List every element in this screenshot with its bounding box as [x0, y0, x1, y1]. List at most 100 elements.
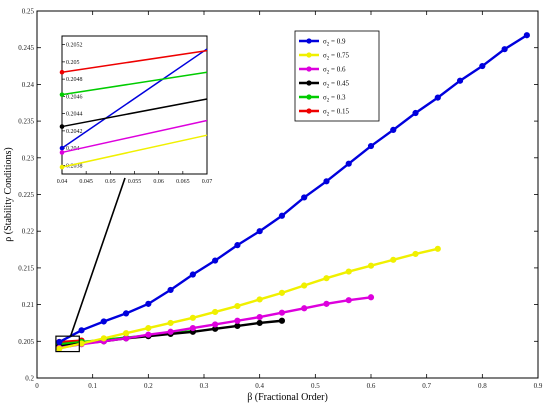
data-point — [345, 268, 352, 275]
data-point — [256, 313, 263, 321]
data-point — [367, 262, 375, 269]
data-point — [456, 77, 464, 84]
inset-data-point — [59, 164, 65, 170]
data-point — [234, 242, 241, 249]
data-point — [412, 109, 419, 117]
data-point — [234, 322, 241, 329]
inset-y-tick-label: 0.2052 — [66, 43, 83, 49]
data-point — [100, 318, 107, 325]
y-axis-label: ρ (Stability Conditions) — [3, 147, 14, 241]
y-tick-label: 0.2 — [25, 375, 34, 383]
inset-x-tick-label: 0.065 — [176, 179, 190, 185]
inset-series-line — [61, 98, 208, 128]
y-tick-label: 0.23 — [22, 154, 35, 162]
data-point — [278, 289, 286, 296]
inset-data-point — [59, 69, 65, 75]
y-tick-label: 0.24 — [22, 81, 35, 89]
series-line — [58, 34, 528, 344]
data-point — [301, 194, 308, 201]
data-point — [122, 310, 130, 317]
data-point — [390, 126, 397, 134]
data-point — [145, 300, 152, 307]
inset-x-tick-label: 0.06 — [153, 179, 164, 185]
legend-marker — [306, 108, 312, 114]
inset-series-line — [61, 134, 208, 168]
data-point — [367, 294, 375, 301]
data-point — [434, 94, 441, 101]
inset-series-line — [61, 71, 208, 96]
legend-box — [294, 30, 380, 122]
zoom-connector — [69, 177, 126, 337]
data-point — [323, 275, 330, 282]
legend-label: σ2 = 0.75 — [323, 52, 349, 62]
data-point — [78, 327, 85, 334]
data-point — [256, 228, 263, 235]
x-axis-label: β (Fractional Order) — [247, 392, 328, 403]
data-point — [167, 328, 174, 335]
inset-x-tick-label: 0.055 — [128, 179, 142, 185]
data-point — [145, 331, 152, 338]
inset-series-line — [61, 48, 208, 149]
inset-data-point — [59, 150, 65, 155]
inset-x-tick-label: 0.045 — [79, 179, 93, 185]
x-tick-label: 0 — [35, 382, 39, 390]
data-point — [479, 62, 486, 70]
data-point — [523, 32, 530, 39]
data-point — [345, 297, 352, 304]
inset-y-tick-label: 0.2042 — [66, 129, 83, 135]
data-point — [122, 335, 130, 342]
data-point — [367, 142, 375, 150]
zoom-box — [55, 335, 80, 353]
legend-marker — [306, 38, 312, 44]
data-point — [434, 245, 441, 252]
data-point — [167, 286, 174, 294]
inset-data-point — [59, 124, 65, 129]
legend-marker — [306, 80, 312, 86]
x-tick-label: 0.9 — [534, 382, 543, 390]
series-line — [59, 339, 82, 344]
data-point — [100, 335, 107, 342]
x-tick-label: 0.6 — [367, 382, 376, 390]
data-point — [56, 338, 63, 346]
x-tick-label: 0.4 — [255, 382, 264, 390]
data-point — [189, 314, 196, 321]
inset-data-point — [59, 92, 65, 97]
data-point — [301, 282, 308, 289]
y-tick-label: 0.245 — [18, 44, 34, 52]
x-tick-label: 0.5 — [311, 382, 320, 390]
x-tick-label: 0.7 — [422, 382, 431, 390]
x-tick-label: 0.8 — [478, 382, 487, 390]
y-tick-label: 0.22 — [22, 228, 35, 236]
inset-y-tick-label: 0.204 — [66, 146, 80, 152]
data-point — [278, 317, 286, 324]
data-point — [212, 321, 219, 328]
x-tick-label: 0.3 — [200, 382, 209, 390]
inset-plot-area — [61, 35, 208, 175]
data-point — [189, 324, 196, 332]
y-tick-label: 0.215 — [18, 264, 34, 272]
legend-label: σ2 = 0.9 — [323, 38, 346, 48]
data-point — [301, 305, 308, 312]
inset-y-tick-label: 0.2046 — [66, 94, 83, 100]
legend-label: σ2 = 0.6 — [323, 66, 346, 76]
data-point — [278, 309, 286, 316]
legend-marker — [306, 94, 312, 100]
data-point — [212, 257, 219, 264]
data-point — [145, 324, 152, 332]
legend-label: σ2 = 0.15 — [323, 108, 349, 118]
legend-label: σ2 = 0.45 — [323, 80, 349, 90]
legend-label: σ2 = 0.3 — [323, 94, 346, 104]
inset-y-tick-label: 0.2038 — [66, 163, 83, 169]
inset-y-tick-label: 0.2048 — [66, 77, 83, 83]
inset-data-point — [59, 145, 65, 151]
data-point — [323, 178, 330, 185]
data-point — [212, 308, 219, 316]
y-tick-label: 0.21 — [22, 301, 35, 309]
inset-y-tick-label: 0.2044 — [66, 112, 83, 118]
inset-y-tick-label: 0.205 — [66, 60, 80, 66]
data-point — [256, 319, 263, 327]
y-tick-label: 0.25 — [22, 8, 35, 16]
data-point — [189, 271, 196, 278]
inset-series-line — [61, 49, 208, 73]
